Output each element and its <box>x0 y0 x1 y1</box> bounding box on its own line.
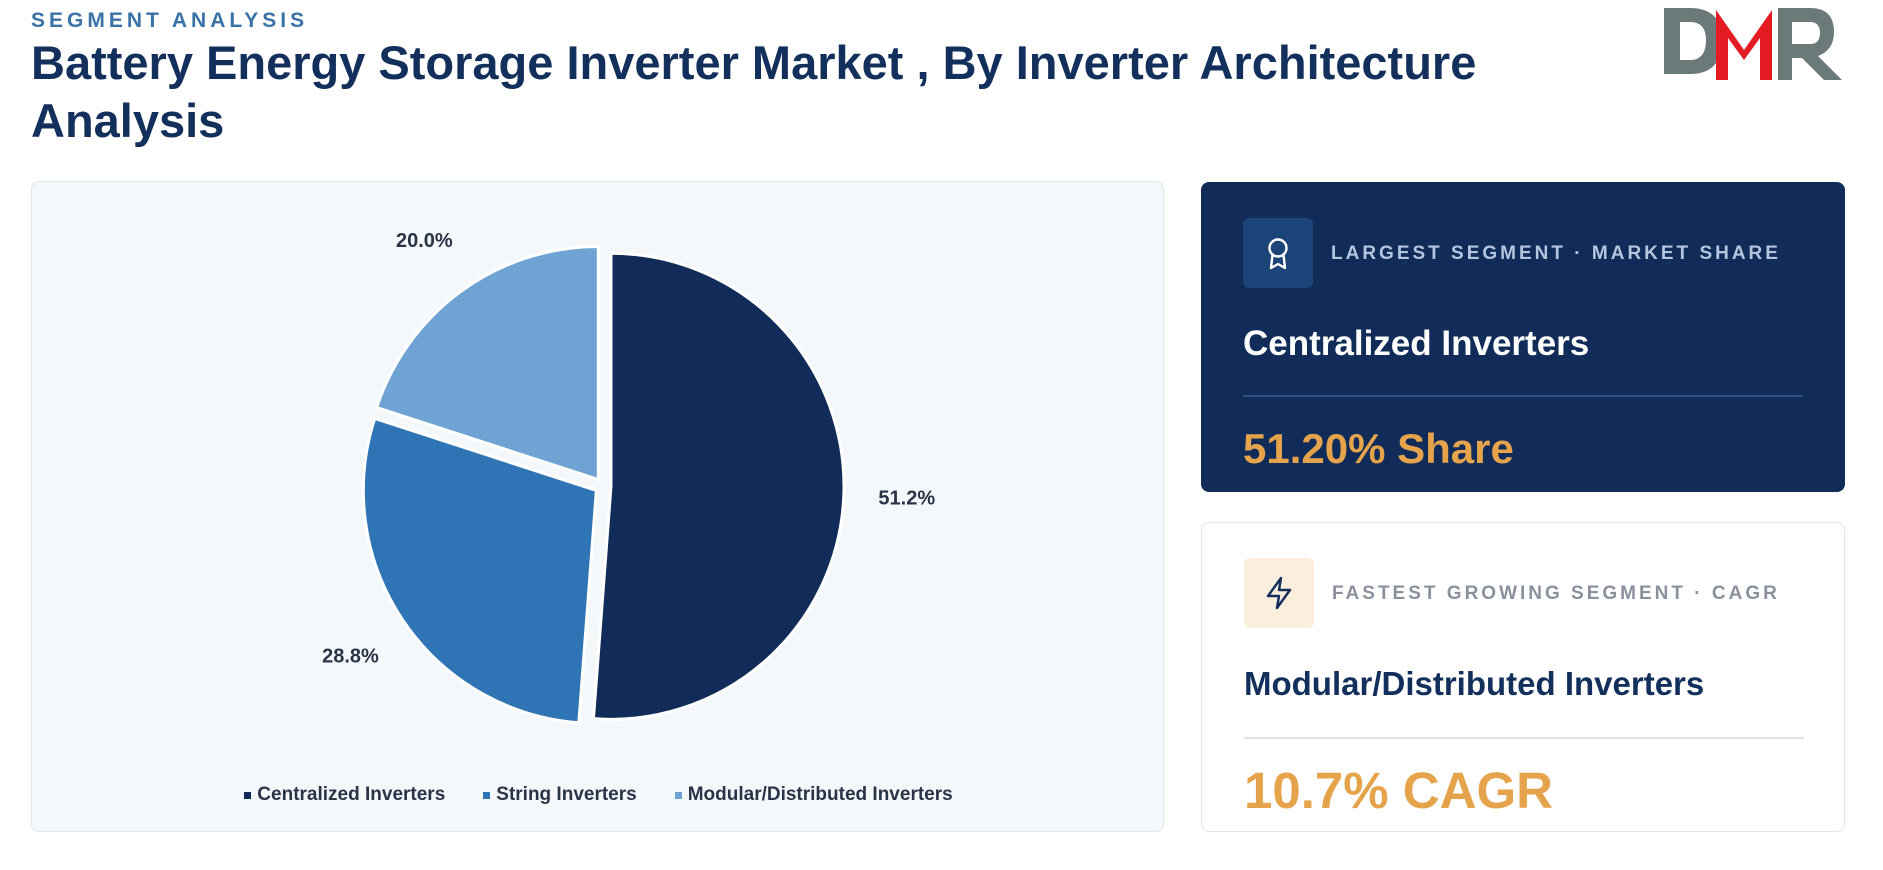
pie-slice-string <box>361 416 598 725</box>
legend-item-modular: Modular/Distributed Inverters <box>674 784 953 806</box>
logo-letter-d <box>1664 8 1722 74</box>
pie-data-label: 20.0% <box>396 230 453 252</box>
largest-segment-label: LARGEST SEGMENT · MARKET SHARE <box>1331 243 1781 264</box>
legend-label: String Inverters <box>496 784 637 805</box>
logo-letter-r <box>1778 8 1842 80</box>
legend-label: Centralized Inverters <box>257 784 446 805</box>
dmr-logo <box>1664 8 1842 80</box>
fastest-growing-label: FASTEST GROWING SEGMENT · CAGR <box>1332 583 1780 604</box>
award-icon-box <box>1243 218 1313 288</box>
pie-chart-panel: 51.2% 28.8% 20.0% Centralized Inverters St… <box>31 181 1164 832</box>
page-kicker: SEGMENT ANALYSIS <box>31 9 309 32</box>
chart-legend: Centralized Inverters String Inverters M… <box>32 784 1165 806</box>
fastest-growing-value: 10.7% CAGR <box>1244 762 1553 819</box>
legend-label: Modular/Distributed Inverters <box>687 784 953 805</box>
pie-slice-modular <box>374 245 600 482</box>
lightning-icon <box>1266 576 1292 610</box>
legend-swatch <box>674 791 682 799</box>
largest-segment-name: Centralized Inverters <box>1243 324 1590 363</box>
logo-letter-m <box>1716 10 1772 80</box>
legend-item-string: String Inverters <box>483 784 637 806</box>
pie-data-label: 28.8% <box>322 645 379 667</box>
largest-segment-card: LARGEST SEGMENT · MARKET SHARE Centraliz… <box>1201 182 1845 492</box>
pie-chart: 51.2% 28.8% 20.0% <box>322 230 935 725</box>
card-divider <box>1244 737 1804 739</box>
pie-slice-centralized <box>591 251 846 721</box>
legend-swatch <box>483 791 491 799</box>
page-title: Battery Energy Storage Inverter Market ,… <box>31 36 1477 147</box>
legend-item-centralized: Centralized Inverters <box>244 784 445 806</box>
fastest-growing-card: FASTEST GROWING SEGMENT · CAGR Modular/D… <box>1201 522 1845 832</box>
lightning-icon-box <box>1244 558 1314 628</box>
legend-swatch <box>244 791 252 799</box>
pie-data-label: 51.2% <box>878 487 935 509</box>
award-icon <box>1268 238 1288 270</box>
largest-segment-value: 51.20% Share <box>1243 425 1514 472</box>
fastest-growing-name: Modular/Distributed Inverters <box>1244 665 1705 702</box>
card-divider <box>1243 395 1803 397</box>
